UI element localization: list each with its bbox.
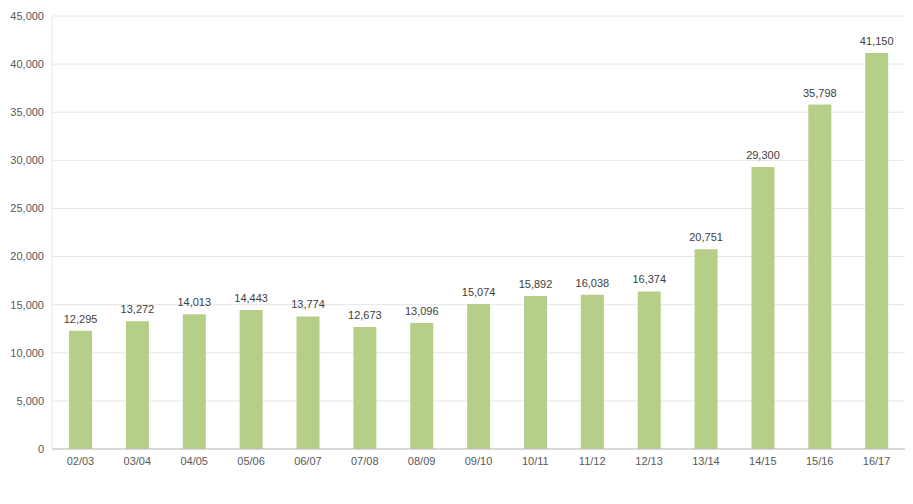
svg-text:16,374: 16,374: [632, 273, 666, 285]
svg-text:15,000: 15,000: [10, 299, 44, 311]
svg-text:15,892: 15,892: [519, 278, 553, 290]
svg-text:20,751: 20,751: [689, 231, 723, 243]
svg-text:10/11: 10/11: [522, 455, 549, 467]
svg-text:07/08: 07/08: [351, 455, 379, 467]
svg-text:15/16: 15/16: [806, 455, 834, 467]
svg-text:41,150: 41,150: [860, 35, 894, 47]
svg-text:09/10: 09/10: [465, 455, 493, 467]
svg-text:12,295: 12,295: [64, 313, 98, 325]
svg-text:02/03: 02/03: [67, 455, 95, 467]
svg-text:08/09: 08/09: [408, 455, 436, 467]
svg-text:13/14: 13/14: [692, 455, 720, 467]
svg-text:20,000: 20,000: [10, 250, 44, 262]
svg-text:15,074: 15,074: [462, 286, 496, 298]
svg-text:40,000: 40,000: [10, 58, 44, 70]
svg-text:03/04: 03/04: [124, 455, 152, 467]
svg-text:14,013: 14,013: [177, 296, 211, 308]
svg-text:35,000: 35,000: [10, 106, 44, 118]
svg-text:35,798: 35,798: [803, 87, 837, 99]
svg-text:0: 0: [38, 443, 44, 455]
svg-text:12/13: 12/13: [635, 455, 663, 467]
svg-text:13,096: 13,096: [405, 305, 439, 317]
svg-text:12,673: 12,673: [348, 309, 382, 321]
svg-text:05/06: 05/06: [237, 455, 265, 467]
svg-text:13,272: 13,272: [121, 303, 155, 315]
svg-text:16/17: 16/17: [863, 455, 891, 467]
svg-text:25,000: 25,000: [10, 202, 44, 214]
svg-text:29,300: 29,300: [746, 149, 780, 161]
svg-text:16,038: 16,038: [576, 277, 610, 289]
svg-text:5,000: 5,000: [16, 395, 44, 407]
svg-text:10,000: 10,000: [10, 347, 44, 359]
svg-text:13,774: 13,774: [291, 298, 325, 310]
svg-text:06/07: 06/07: [294, 455, 322, 467]
svg-text:14/15: 14/15: [749, 455, 777, 467]
svg-text:11/12: 11/12: [579, 455, 606, 467]
svg-text:04/05: 04/05: [180, 455, 208, 467]
svg-text:45,000: 45,000: [10, 10, 44, 22]
svg-text:14,443: 14,443: [234, 292, 268, 304]
svg-text:30,000: 30,000: [10, 154, 44, 166]
